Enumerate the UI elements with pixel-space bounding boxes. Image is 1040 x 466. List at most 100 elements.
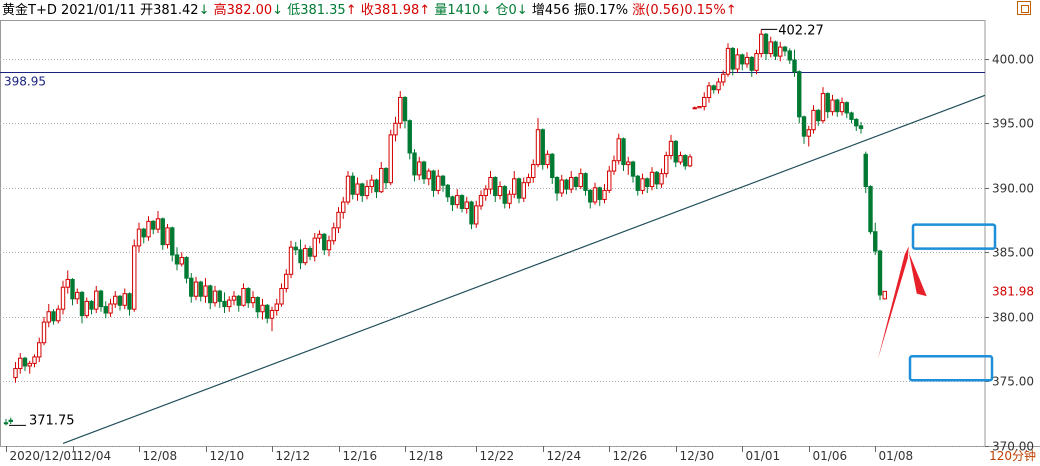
maximize-toggle-icon[interactable] <box>1017 1 1031 15</box>
high-value: 382.00 <box>226 3 273 18</box>
candle <box>231 291 237 306</box>
candle <box>383 167 389 190</box>
open-value: 381.42 <box>153 3 199 18</box>
candle-body <box>687 156 693 167</box>
candle-body <box>754 53 759 71</box>
y-tick-label: 380.00 <box>992 311 1034 325</box>
candle <box>545 150 550 169</box>
candle <box>521 177 526 203</box>
candle <box>127 292 132 316</box>
candle-body <box>806 129 811 137</box>
candle-body <box>749 56 754 71</box>
candle-body <box>854 118 859 127</box>
candle-body <box>716 81 721 91</box>
candle-body <box>402 96 408 122</box>
candle <box>602 183 607 204</box>
candle-body <box>721 73 726 83</box>
candle <box>749 56 754 77</box>
candle <box>768 36 773 58</box>
candle <box>559 174 564 197</box>
candle-body <box>417 161 422 176</box>
candle-body <box>540 129 545 166</box>
candle-body <box>488 176 493 190</box>
candle <box>801 115 807 144</box>
candle <box>331 222 336 245</box>
candle-body <box>873 231 878 252</box>
candle <box>797 70 802 124</box>
open-interest-arrow: ↓ <box>516 3 528 18</box>
candle <box>307 245 313 261</box>
change-value: (0.56)0.15% <box>645 3 726 18</box>
candle-body <box>816 109 821 122</box>
candle <box>317 230 322 244</box>
candle-body <box>664 155 669 175</box>
candle <box>388 129 393 186</box>
candle <box>873 222 878 255</box>
candle-body <box>322 233 327 251</box>
candle <box>364 180 370 200</box>
candle <box>645 177 650 193</box>
candle-body <box>877 250 883 296</box>
candle <box>759 29 764 58</box>
candle-body <box>421 161 427 180</box>
candle <box>754 49 759 75</box>
candle-body <box>478 195 484 207</box>
candle-body <box>820 93 826 122</box>
candle-body <box>212 290 218 304</box>
candle-body <box>56 308 61 322</box>
candle-body <box>740 54 745 65</box>
candle-body <box>436 175 441 191</box>
close-label: 收 <box>360 3 374 18</box>
candle-body <box>616 138 621 162</box>
gridlines <box>0 20 1040 447</box>
candle-body <box>374 179 379 193</box>
candle <box>8 417 13 425</box>
candle <box>621 137 626 172</box>
candle <box>208 284 213 310</box>
candle-body <box>592 187 598 203</box>
open-interest-label: 仓 <box>495 3 509 18</box>
candle <box>103 301 108 319</box>
candle-body <box>706 85 712 98</box>
candle <box>540 128 545 170</box>
candle <box>27 360 32 374</box>
candle-body <box>497 186 503 197</box>
candle <box>274 298 279 316</box>
y-tick-label: 375.00 <box>992 375 1034 389</box>
candle-body <box>640 178 645 191</box>
candle <box>673 140 678 168</box>
candle <box>255 296 260 319</box>
x-tick-label: 12/24 <box>547 449 582 463</box>
quote-date: 2021/01/11 <box>61 3 136 18</box>
candle-body <box>882 290 887 300</box>
candle <box>407 119 412 160</box>
candle-body <box>725 47 731 75</box>
candle-body <box>868 186 873 233</box>
candle-body <box>246 288 251 304</box>
candle-body <box>573 176 579 188</box>
candle <box>578 168 583 190</box>
candle <box>236 294 241 312</box>
candle-body <box>360 183 365 197</box>
close-value: 381.98 <box>373 3 420 18</box>
candle-body <box>217 290 222 302</box>
candle <box>179 252 184 267</box>
candle <box>607 165 612 193</box>
candle-body <box>146 220 151 238</box>
candle <box>189 273 194 303</box>
candle <box>740 53 745 71</box>
candle <box>516 177 522 204</box>
x-tick-label: 12/26 <box>613 449 648 463</box>
candle <box>117 294 123 311</box>
candle-body <box>383 167 389 184</box>
candle-body <box>184 257 189 279</box>
candle <box>868 185 873 235</box>
candle-body <box>98 290 104 308</box>
candle-body <box>231 295 237 301</box>
candle-body <box>303 247 308 264</box>
candle-body <box>697 105 702 109</box>
candle-body <box>265 304 270 319</box>
candle <box>265 304 270 324</box>
candle <box>298 239 303 270</box>
